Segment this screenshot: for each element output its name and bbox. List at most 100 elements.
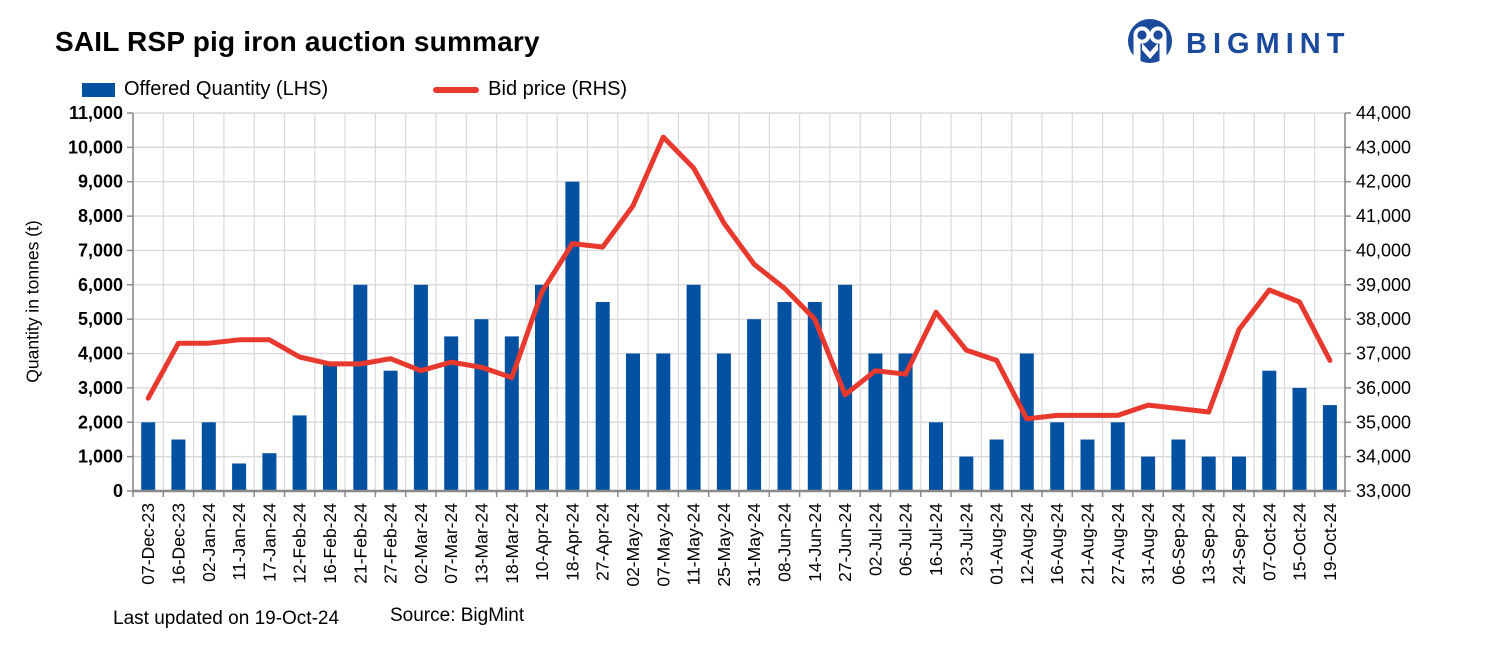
x-tick-label: 02-May-24 bbox=[623, 503, 643, 587]
bar-16-Jul-24 bbox=[929, 422, 943, 491]
bar-27-Feb-24 bbox=[383, 370, 398, 491]
x-tick-label: 18-Mar-24 bbox=[502, 503, 522, 584]
x-tick-label: 07-May-24 bbox=[653, 503, 673, 587]
x-tick-label: 13-Mar-24 bbox=[471, 503, 491, 584]
bar-06-Jul-24 bbox=[898, 353, 913, 491]
source-text: Source: BigMint bbox=[390, 605, 525, 626]
y-right-tick-label: 41,000 bbox=[1356, 206, 1411, 226]
x-tick-label: 31-May-24 bbox=[744, 503, 764, 587]
bar-11-Jan-24 bbox=[232, 463, 247, 491]
bar-27-Aug-24 bbox=[1110, 422, 1125, 491]
bar-27-Apr-24 bbox=[595, 302, 610, 491]
y-left-tick-label: 5,000 bbox=[78, 309, 123, 329]
y-right-tick-label: 36,000 bbox=[1356, 378, 1411, 398]
y-right-tick-label: 43,000 bbox=[1356, 137, 1411, 157]
bar-23-Jul-24 bbox=[959, 456, 974, 491]
x-tick-label: 19-Oct-24 bbox=[1320, 503, 1340, 581]
bar-16-Aug-24 bbox=[1050, 422, 1065, 491]
y-right-tick-label: 40,000 bbox=[1356, 240, 1411, 260]
x-tick-label: 07-Mar-24 bbox=[441, 503, 461, 584]
bar-07-May-24 bbox=[656, 353, 671, 491]
bar-13-Sep-24 bbox=[1201, 456, 1216, 491]
x-tick-label: 11-Jan-24 bbox=[229, 503, 249, 581]
bar-07-Oct-24 bbox=[1262, 370, 1277, 491]
bar-02-Jul-24 bbox=[868, 353, 883, 491]
bar-31-Aug-24 bbox=[1141, 456, 1156, 491]
y-right-tick-label: 34,000 bbox=[1356, 447, 1411, 467]
y-left-tick-label: 3,000 bbox=[78, 378, 123, 398]
y-right-tick-label: 44,000 bbox=[1356, 103, 1411, 123]
y-right-tick-label: 42,000 bbox=[1356, 172, 1411, 192]
bar-10-Apr-24 bbox=[535, 284, 549, 491]
x-tick-label: 16-Jul-24 bbox=[926, 503, 946, 576]
y-right-tick-label: 33,000 bbox=[1356, 481, 1411, 501]
y-right-tick-label: 37,000 bbox=[1356, 344, 1411, 364]
bid-price-line bbox=[145, 134, 1333, 422]
x-tick-label: 10-Apr-24 bbox=[532, 503, 552, 581]
x-tick-label: 23-Jul-24 bbox=[956, 503, 976, 576]
x-tick-label: 14-Jun-24 bbox=[805, 503, 825, 582]
x-tick-label: 01-Aug-24 bbox=[987, 503, 1007, 585]
bar-19-Oct-24 bbox=[1322, 405, 1337, 491]
bar-18-Apr-24 bbox=[565, 181, 580, 491]
y-right-tick-label: 38,000 bbox=[1356, 309, 1411, 329]
x-tick-label: 02-Jul-24 bbox=[865, 503, 885, 576]
y-left-tick-label: 4,000 bbox=[78, 344, 123, 364]
bar-15-Oct-24 bbox=[1292, 387, 1307, 491]
y-left-tick-label: 0 bbox=[113, 481, 123, 501]
chart-legend: Offered Quantity (LHS) Bid price (RHS) bbox=[82, 78, 627, 101]
y-left-tick-label: 9,000 bbox=[78, 172, 123, 192]
bar-01-Aug-24 bbox=[989, 439, 1004, 491]
x-tick-label: 12-Aug-24 bbox=[1017, 503, 1037, 585]
bigmint-logo-text: BIGMINT bbox=[1186, 27, 1351, 60]
y-left-tick-label: 1,000 bbox=[78, 447, 123, 467]
x-tick-label: 07-Dec-23 bbox=[138, 503, 158, 585]
bar-25-May-24 bbox=[716, 353, 731, 491]
last-updated-text: Last updated on 19-Oct-24 bbox=[113, 608, 340, 629]
bar-21-Aug-24 bbox=[1080, 439, 1095, 491]
page-title: SAIL RSP pig iron auction summary bbox=[55, 26, 540, 57]
x-tick-label: 27-Apr-24 bbox=[593, 503, 613, 581]
bigmint-logo: BIGMINT bbox=[1127, 18, 1350, 70]
x-tick-label: 08-Jun-24 bbox=[774, 503, 794, 582]
legend-label-offered-quantity: Offered Quantity (LHS) bbox=[124, 78, 329, 100]
x-tick-label: 02-Mar-24 bbox=[411, 503, 431, 584]
bar-16-Feb-24 bbox=[323, 363, 337, 491]
bar-08-Jun-24 bbox=[777, 302, 792, 491]
legend-label-bid-price: Bid price (RHS) bbox=[488, 78, 628, 100]
x-tick-label: 27-Jun-24 bbox=[835, 503, 855, 582]
bar-06-Sep-24 bbox=[1171, 439, 1186, 491]
x-tick-label: 16-Feb-24 bbox=[320, 503, 340, 584]
bar-16-Dec-23 bbox=[171, 439, 186, 491]
x-tick-label: 16-Aug-24 bbox=[1047, 503, 1067, 585]
x-tick-label: 16-Dec-23 bbox=[168, 503, 188, 585]
bar-12-Aug-24 bbox=[1019, 353, 1034, 491]
x-tick-label: 21-Feb-24 bbox=[350, 503, 370, 584]
x-tick-label: 15-Oct-24 bbox=[1290, 503, 1310, 581]
x-tick-label: 11-May-24 bbox=[684, 503, 704, 586]
x-tick-label: 21-Aug-24 bbox=[1077, 503, 1097, 585]
bar-14-Jun-24 bbox=[807, 302, 822, 491]
x-tick-label: 31-Aug-24 bbox=[1138, 503, 1158, 585]
bar-13-Mar-24 bbox=[474, 319, 489, 491]
bar-27-Jun-24 bbox=[838, 284, 853, 491]
x-tick-label: 13-Sep-24 bbox=[1199, 503, 1219, 585]
bar-21-Feb-24 bbox=[353, 284, 368, 491]
y-left-tick-label: 6,000 bbox=[78, 275, 123, 295]
bigmint-logo-icon bbox=[1128, 19, 1172, 65]
x-tick-label: 24-Sep-24 bbox=[1229, 503, 1249, 585]
line-series-swatch bbox=[433, 86, 480, 93]
y-left-tick-label: 11,000 bbox=[69, 103, 123, 123]
legend-item-offered-quantity: Offered Quantity (LHS) bbox=[82, 78, 328, 101]
x-tick-label: 25-May-24 bbox=[714, 503, 734, 587]
y-left-tick-label: 2,000 bbox=[78, 412, 123, 432]
x-tick-label: 27-Aug-24 bbox=[1108, 503, 1128, 585]
y-right-tick-label: 35,000 bbox=[1356, 412, 1411, 432]
y-left-tick-label: 10,000 bbox=[68, 137, 123, 157]
bar-07-Dec-23 bbox=[141, 422, 156, 491]
bar-11-May-24 bbox=[686, 284, 701, 491]
y-right-tick-label: 39,000 bbox=[1356, 275, 1411, 295]
legend-item-bid-price: Bid price (RHS) bbox=[433, 78, 627, 101]
x-tick-label: 02-Jan-24 bbox=[199, 503, 219, 582]
